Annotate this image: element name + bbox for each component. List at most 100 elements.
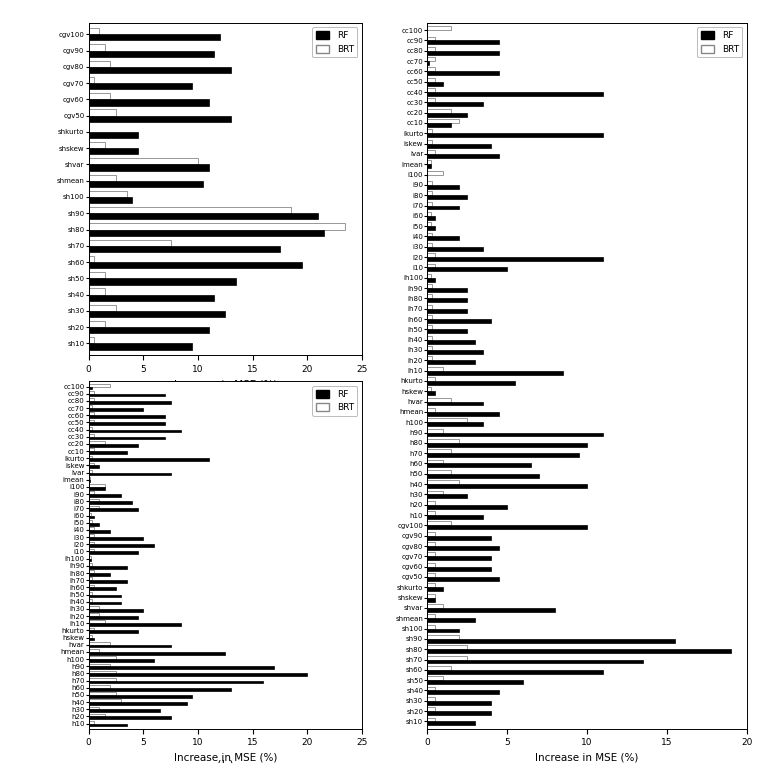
Bar xyxy=(427,309,467,313)
Bar xyxy=(427,205,459,210)
X-axis label: Increase in MSE (%): Increase in MSE (%) xyxy=(535,753,639,763)
Bar xyxy=(89,391,94,394)
Bar xyxy=(427,577,499,581)
Bar xyxy=(427,350,484,354)
Bar xyxy=(427,515,484,519)
Bar xyxy=(89,713,105,716)
Bar xyxy=(427,257,603,261)
Bar xyxy=(89,408,143,410)
Bar xyxy=(427,629,459,633)
Bar xyxy=(427,109,451,113)
Bar xyxy=(427,278,435,282)
Bar xyxy=(427,474,539,478)
Bar xyxy=(427,253,435,257)
Text: (b): (b) xyxy=(217,760,233,763)
Bar xyxy=(89,563,92,566)
Bar xyxy=(427,625,435,629)
Bar xyxy=(427,143,491,147)
Bar xyxy=(427,449,451,453)
Bar xyxy=(89,664,110,666)
Bar xyxy=(427,691,499,694)
Bar xyxy=(89,659,154,662)
Bar xyxy=(427,119,459,123)
Bar xyxy=(427,284,432,288)
Bar xyxy=(89,692,115,695)
Bar xyxy=(427,72,499,76)
Bar xyxy=(89,430,182,433)
Bar xyxy=(427,443,587,447)
Bar xyxy=(89,83,192,89)
Bar xyxy=(89,34,219,40)
Bar xyxy=(89,620,105,623)
Bar xyxy=(89,67,231,73)
Bar xyxy=(427,268,507,272)
Bar xyxy=(427,429,444,433)
Bar xyxy=(89,451,127,454)
Bar xyxy=(89,470,92,472)
Bar xyxy=(427,542,435,546)
Bar xyxy=(427,295,432,298)
Bar xyxy=(427,700,491,705)
Bar xyxy=(427,635,459,639)
Bar xyxy=(89,50,214,56)
Bar xyxy=(427,92,603,96)
Bar xyxy=(89,148,138,154)
Bar xyxy=(89,384,110,387)
Bar xyxy=(89,513,91,516)
Bar xyxy=(89,487,105,490)
Bar xyxy=(89,60,110,67)
Bar xyxy=(89,415,165,418)
Bar xyxy=(427,666,451,670)
Bar xyxy=(427,26,451,30)
Bar xyxy=(89,207,291,213)
Bar xyxy=(427,134,603,137)
Bar xyxy=(89,387,92,389)
Bar xyxy=(89,508,138,511)
Bar xyxy=(89,552,138,554)
Bar xyxy=(89,506,99,508)
Bar xyxy=(89,702,187,705)
Bar xyxy=(427,494,467,498)
Bar xyxy=(427,717,435,722)
Bar xyxy=(89,288,105,295)
Bar xyxy=(89,716,171,720)
Bar xyxy=(427,140,432,143)
Bar xyxy=(427,401,484,405)
Bar xyxy=(427,98,435,102)
Bar xyxy=(427,645,467,649)
Bar xyxy=(89,132,138,138)
Bar xyxy=(89,516,94,518)
Bar xyxy=(89,602,122,604)
X-axis label: Increase in MSE (%): Increase in MSE (%) xyxy=(173,379,277,389)
Bar xyxy=(89,472,171,475)
Bar xyxy=(89,491,94,494)
Bar xyxy=(89,240,171,246)
Bar xyxy=(427,655,467,659)
Bar xyxy=(89,537,143,540)
Bar xyxy=(89,549,94,552)
Bar xyxy=(427,608,555,612)
Bar xyxy=(89,530,110,533)
Bar xyxy=(89,527,94,530)
Bar xyxy=(427,484,587,488)
Bar xyxy=(427,160,430,164)
Bar xyxy=(89,224,346,230)
Bar xyxy=(427,233,432,237)
Bar xyxy=(427,222,430,226)
Bar xyxy=(427,263,435,268)
Bar xyxy=(427,398,451,401)
Bar xyxy=(89,434,94,436)
Bar xyxy=(89,573,110,576)
Bar xyxy=(427,680,524,684)
Bar xyxy=(427,216,435,220)
Bar xyxy=(89,230,323,236)
Bar xyxy=(427,422,484,426)
Bar xyxy=(89,599,92,602)
Bar xyxy=(427,377,435,381)
Bar xyxy=(427,57,435,61)
Bar xyxy=(427,360,475,364)
Bar xyxy=(89,394,165,397)
Bar xyxy=(89,262,302,269)
Bar xyxy=(89,77,94,83)
Bar xyxy=(427,164,430,168)
